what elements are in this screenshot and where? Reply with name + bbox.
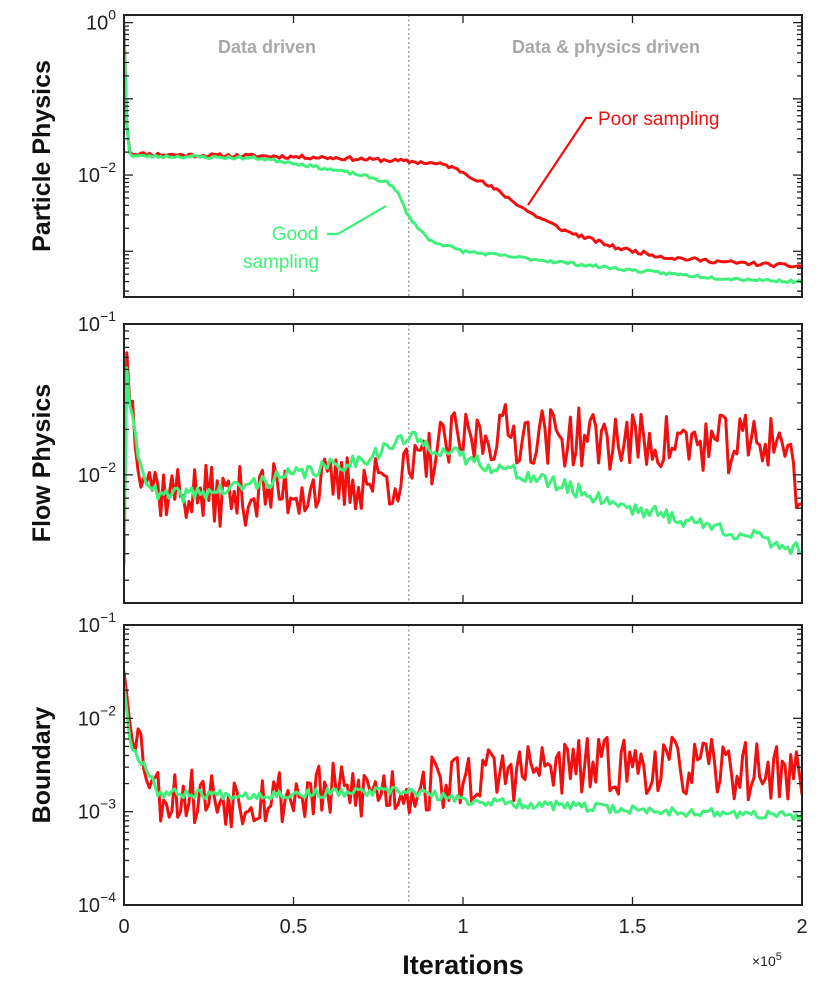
- x-axis-label: Iterations: [402, 950, 524, 980]
- particle-physics-poor-sampling-line: [124, 26, 802, 269]
- flow-physics-ylabel: Flow Physics: [28, 384, 56, 542]
- boundary-ylabel: Boundary: [28, 707, 56, 824]
- x-axis: Iterations ×105 0 0.5 1 1.5 2: [118, 916, 807, 980]
- x-axis-multiplier: ×105: [752, 951, 782, 969]
- boundary-y-tick-label: 10−2: [78, 702, 116, 730]
- particle-physics-ylabel: Particle Physics: [28, 60, 56, 252]
- particle-physics-y-tick-label: 100: [86, 7, 116, 35]
- particle-physics-y-tick-label: 10−2: [78, 159, 116, 187]
- boundary-poor-sampling-line: [124, 671, 802, 829]
- x-tick-label: 1.5: [619, 916, 647, 938]
- boundary-panel: Boundary 10−1 10−2 10−3 10−4: [28, 609, 803, 917]
- flow-physics-good-sampling-line: [124, 366, 802, 566]
- x-tick-label: 0: [118, 916, 129, 938]
- particle-physics-good-sampling-line: [124, 26, 802, 285]
- poor-sampling-pointer: [527, 116, 592, 206]
- flow-physics-y-tick-label: 10−2: [78, 459, 116, 487]
- phase-label-data-driven: Data driven: [218, 37, 316, 57]
- flow-physics-y-tick-label: 10−1: [78, 308, 116, 336]
- good-sampling-annotation-line1: Good: [272, 224, 318, 245]
- x-tick-label: 1: [457, 916, 468, 938]
- good-sampling-pointer: [327, 205, 387, 236]
- poor-sampling-annotation: Poor sampling: [598, 109, 719, 130]
- x-tick-label: 2: [796, 916, 807, 938]
- boundary-y-tick-label: 10−3: [78, 796, 116, 824]
- boundary-good-sampling-line: [124, 685, 802, 822]
- flow-physics-panel: Flow Physics 10−1 10−2: [28, 308, 803, 604]
- x-tick-label: 0.5: [280, 916, 308, 938]
- good-sampling-annotation-line2: sampling: [243, 252, 319, 273]
- boundary-y-tick-label: 10−1: [78, 609, 116, 637]
- particle-physics-panel: Particle Physics Data driven Data & phys…: [28, 7, 803, 298]
- phase-label-data-physics-driven: Data & physics driven: [512, 37, 700, 57]
- boundary-y-tick-label: 10−4: [78, 889, 116, 917]
